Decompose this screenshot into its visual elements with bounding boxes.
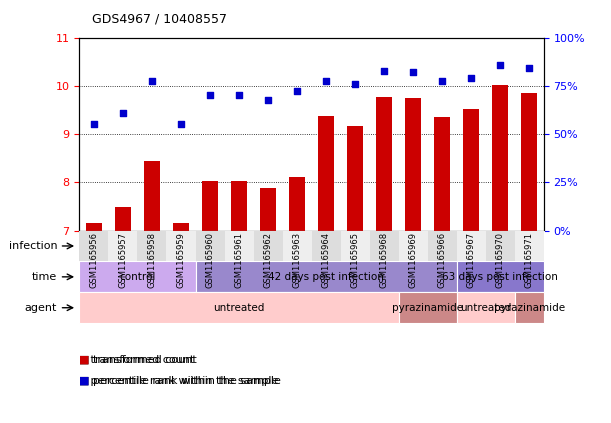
- Bar: [289, 177, 305, 231]
- Bar: [318, 116, 334, 231]
- Text: GSM1165959: GSM1165959: [177, 232, 186, 288]
- Text: untreated: untreated: [213, 303, 265, 313]
- Bar: [79, 292, 398, 323]
- Point: [292, 88, 302, 94]
- Bar: [196, 231, 225, 261]
- Bar: [225, 231, 254, 261]
- Text: GSM1165967: GSM1165967: [467, 232, 476, 288]
- Bar: [514, 231, 544, 261]
- Text: ■ percentile rank within the sample: ■ percentile rank within the sample: [79, 376, 281, 386]
- Text: GSM1165963: GSM1165963: [293, 232, 302, 288]
- Text: GSM1165958: GSM1165958: [147, 232, 156, 288]
- Text: GSM1165971: GSM1165971: [525, 232, 534, 288]
- Bar: [370, 231, 398, 261]
- Bar: [202, 181, 218, 231]
- Point: [321, 78, 331, 85]
- Bar: [79, 231, 109, 261]
- Text: 42 days post infection: 42 days post infection: [268, 272, 384, 282]
- Bar: [79, 261, 196, 292]
- Bar: [144, 161, 160, 231]
- Text: transformed count: transformed count: [87, 355, 194, 365]
- Bar: [173, 223, 189, 231]
- Text: percentile rank within the sample: percentile rank within the sample: [87, 376, 278, 386]
- Text: GSM1165956: GSM1165956: [89, 232, 98, 288]
- Bar: [456, 261, 544, 292]
- Point: [205, 91, 215, 98]
- Text: GSM1165965: GSM1165965: [351, 232, 360, 288]
- Text: infection: infection: [9, 241, 57, 251]
- Bar: [196, 231, 544, 261]
- Bar: [231, 181, 247, 231]
- Point: [466, 74, 476, 81]
- Bar: [405, 98, 421, 231]
- Bar: [254, 231, 282, 261]
- Point: [379, 67, 389, 74]
- Bar: [312, 231, 341, 261]
- Bar: [521, 93, 537, 231]
- Text: GSM1165966: GSM1165966: [437, 232, 447, 288]
- Bar: [86, 223, 102, 231]
- Point: [147, 78, 157, 85]
- Text: GSM1165969: GSM1165969: [409, 232, 418, 288]
- Bar: [196, 261, 456, 292]
- Bar: [398, 231, 428, 261]
- Text: control: control: [119, 272, 156, 282]
- Text: pyrazinamide: pyrazinamide: [494, 303, 565, 313]
- Bar: [109, 231, 137, 261]
- Bar: [456, 292, 514, 323]
- Bar: [398, 292, 456, 323]
- Text: pyrazinamide: pyrazinamide: [392, 303, 463, 313]
- Point: [234, 91, 244, 98]
- Text: GSM1165960: GSM1165960: [205, 232, 214, 288]
- Bar: [79, 231, 196, 261]
- Bar: [514, 292, 544, 323]
- Text: GSM1165962: GSM1165962: [263, 232, 273, 288]
- Text: GSM1165957: GSM1165957: [119, 232, 128, 288]
- Point: [496, 61, 505, 68]
- Text: untreated: untreated: [460, 303, 511, 313]
- Bar: [428, 231, 456, 261]
- Bar: [137, 231, 166, 261]
- Text: GSM1165961: GSM1165961: [235, 232, 244, 288]
- Text: GSM1165970: GSM1165970: [496, 232, 505, 288]
- Text: Mtb: Mtb: [360, 241, 379, 251]
- Text: ■ transformed count: ■ transformed count: [79, 355, 197, 365]
- Text: ■: ■: [79, 355, 90, 365]
- Point: [176, 120, 186, 127]
- Point: [408, 69, 418, 75]
- Text: ■: ■: [79, 376, 90, 386]
- Bar: [260, 188, 276, 231]
- Text: uninfected: uninfected: [109, 241, 166, 251]
- Point: [524, 65, 534, 71]
- Bar: [486, 231, 514, 261]
- Bar: [341, 231, 370, 261]
- Bar: [492, 85, 508, 231]
- Text: 63 days post infection: 63 days post infection: [442, 272, 558, 282]
- Bar: [456, 231, 486, 261]
- Bar: [376, 97, 392, 231]
- Bar: [434, 118, 450, 231]
- Text: GSM1165964: GSM1165964: [321, 232, 331, 288]
- Point: [118, 109, 128, 116]
- Text: agent: agent: [25, 303, 57, 313]
- Point: [89, 121, 99, 128]
- Bar: [166, 231, 196, 261]
- Point: [350, 80, 360, 87]
- Bar: [347, 126, 363, 231]
- Point: [437, 78, 447, 85]
- Text: time: time: [32, 272, 57, 282]
- Bar: [463, 109, 479, 231]
- Point: [263, 96, 273, 103]
- Text: GDS4967 / 10408557: GDS4967 / 10408557: [92, 12, 227, 25]
- Bar: [115, 207, 131, 231]
- Text: GSM1165968: GSM1165968: [379, 232, 389, 288]
- Bar: [282, 231, 312, 261]
